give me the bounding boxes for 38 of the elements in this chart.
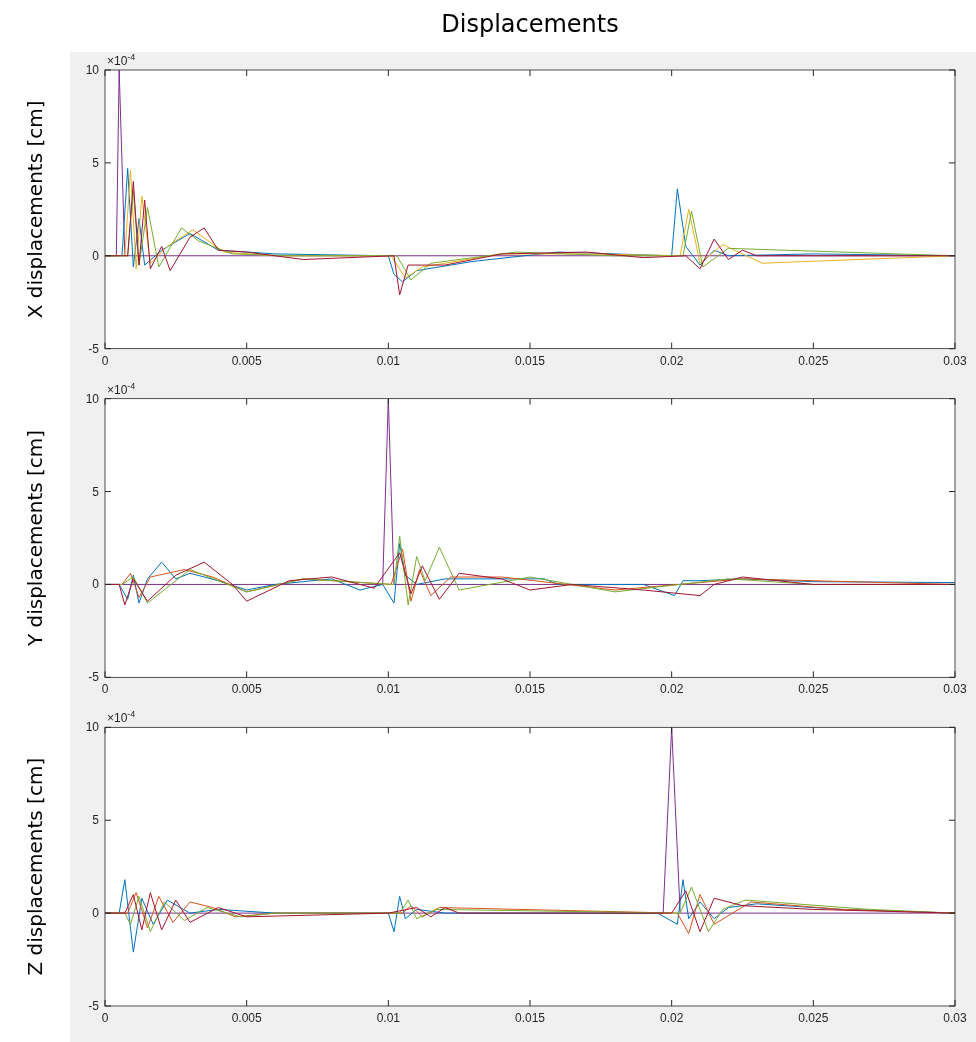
x-tick-label: 0.03 bbox=[943, 353, 967, 368]
x-tick-label: 0.03 bbox=[943, 1011, 967, 1025]
x-tick-label: 0.015 bbox=[514, 682, 546, 697]
y-axis-title: X displacements [cm] bbox=[23, 100, 47, 319]
y-axis-title: Z displacements [cm] bbox=[23, 757, 47, 976]
x-tick-label: 0.03 bbox=[943, 682, 967, 697]
x-tick-label: 0.005 bbox=[231, 1011, 263, 1025]
x-tick-label: 0.02 bbox=[659, 353, 684, 368]
y-tick-label: -5 bbox=[88, 999, 100, 1013]
y-tick-label: -5 bbox=[88, 670, 100, 685]
y-tick-label: 5 bbox=[92, 155, 100, 170]
x-tick-label: 0.01 bbox=[376, 353, 401, 368]
x-tick-label: 0.02 bbox=[659, 1011, 684, 1025]
y-tick-label: 0 bbox=[92, 906, 100, 921]
x-tick-label: 0.01 bbox=[376, 682, 401, 697]
y-tick-label: -5 bbox=[88, 341, 100, 356]
x-tick-label: 0.025 bbox=[798, 682, 829, 697]
x-tick-label: 0.015 bbox=[514, 1011, 546, 1025]
y-tick-label: 5 bbox=[92, 813, 100, 828]
y-tick-label: 0 bbox=[92, 577, 100, 592]
x-tick-label: 0.02 bbox=[659, 682, 684, 697]
y-tick-label: 10 bbox=[85, 391, 100, 406]
x-tick-label: 0.005 bbox=[231, 682, 263, 697]
x-tick-label: 0.01 bbox=[376, 1011, 401, 1025]
x-tick-label: 0.025 bbox=[798, 353, 829, 368]
text: ×10$^{-4}$ bbox=[107, 709, 136, 726]
text: ×10$^{-4}$ bbox=[107, 380, 136, 397]
y-tick-label: 10 bbox=[85, 720, 100, 735]
y-axis-title: Y displacements [cm] bbox=[23, 429, 47, 648]
y-tick-label: 10 bbox=[85, 63, 100, 77]
chart-title: Displacements bbox=[441, 10, 619, 38]
x-tick-label: 0.005 bbox=[231, 353, 263, 368]
y-tick-label: 0 bbox=[92, 248, 100, 263]
x-tick-label: 0.025 bbox=[798, 1011, 829, 1025]
y-tick-label: 5 bbox=[92, 484, 100, 499]
x-tick-label: 0.015 bbox=[514, 353, 546, 368]
text: ×10$^{-4}$ bbox=[107, 52, 136, 68]
x-tick-label: 0 bbox=[101, 1011, 109, 1025]
